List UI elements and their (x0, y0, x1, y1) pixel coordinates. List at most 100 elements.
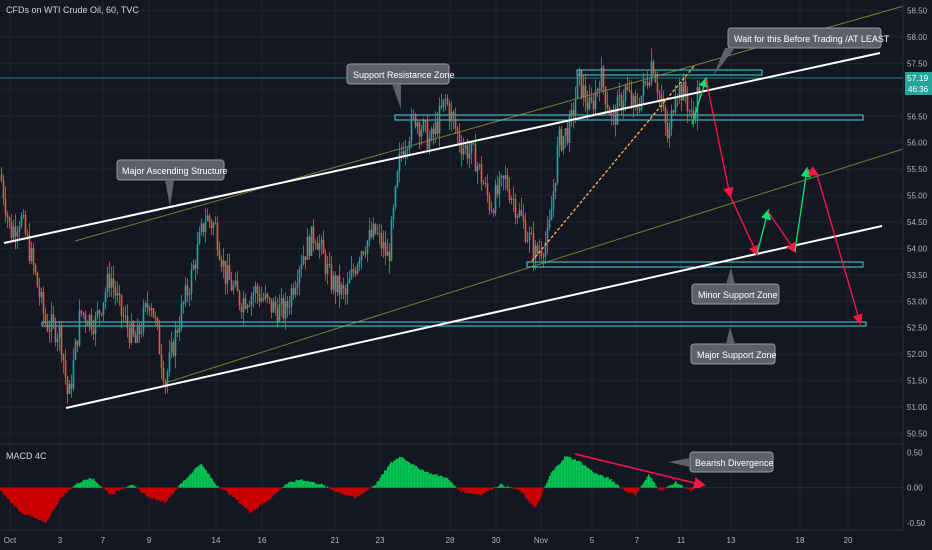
macd-bar (99, 485, 101, 488)
macd-bar (274, 487, 276, 495)
macd-bar (354, 487, 356, 498)
candle-body (458, 132, 461, 146)
candle-body (264, 293, 267, 300)
candle-body (68, 383, 71, 394)
candle-body (546, 227, 549, 243)
candle-body (388, 251, 391, 261)
macd-bar (160, 487, 162, 502)
candle-body (302, 256, 305, 265)
macd-bar (7, 487, 9, 499)
macd-bar (576, 461, 578, 488)
fib-line[interactable] (531, 64, 696, 262)
macd-bar (238, 487, 240, 504)
macd-bar (232, 487, 234, 498)
macd-bar (114, 487, 116, 494)
macd-bar (231, 487, 233, 495)
candle-body (394, 186, 397, 208)
bearish-divergence-line[interactable] (574, 453, 706, 489)
candle-body (496, 185, 499, 195)
macd-bar (154, 487, 156, 499)
macd-bar (315, 483, 317, 488)
candle-body (552, 191, 555, 210)
candle-body (238, 291, 241, 307)
macd-bar (201, 463, 203, 488)
macd-bar (466, 487, 468, 493)
candle-body (320, 239, 323, 244)
candle-body (274, 301, 277, 309)
macd-bar (508, 487, 510, 488)
candle-body (646, 82, 649, 86)
macd-bar (589, 469, 591, 488)
macd-bar (208, 474, 210, 488)
candle-body (522, 215, 525, 221)
callout-major-ascending[interactable]: Major Ascending Structure (116, 159, 228, 207)
callout-support-resistance[interactable]: Support Resistance Zone (346, 63, 455, 109)
major-support-label: Major Support Zone (697, 350, 777, 360)
candle-body (462, 148, 465, 155)
macd-bar (628, 487, 630, 494)
callout-wait-for-this[interactable]: Wait for this Before Trading /AT LEAST (713, 27, 890, 76)
time-tick-label: 7 (101, 536, 106, 545)
macd-bar (234, 487, 236, 498)
macd-bar (25, 487, 27, 516)
candle-body (272, 301, 275, 313)
macd-bar (375, 484, 377, 488)
candle-body (596, 88, 599, 92)
macd-tick-label: 0.00 (907, 484, 923, 493)
candle-body (682, 81, 685, 101)
macd-bar (553, 469, 555, 488)
candle-body (152, 308, 155, 318)
macd-bar (9, 487, 11, 501)
candle-body (644, 81, 647, 83)
candle-body (200, 223, 203, 233)
candle-body (694, 116, 697, 119)
macd-bar (654, 482, 656, 488)
macd-bar (42, 487, 44, 522)
macd-bar (91, 479, 93, 488)
candle-body (32, 248, 35, 265)
candle-body (156, 317, 159, 325)
macd-bar (276, 487, 278, 493)
candle-body (470, 142, 473, 154)
candle-body (294, 287, 297, 295)
macd-bar (577, 460, 579, 488)
macd-bar (162, 487, 164, 501)
support-resistance-zone[interactable] (394, 114, 864, 121)
macd-bar (636, 487, 638, 494)
macd-bar (538, 487, 540, 501)
major-ascending-trendline[interactable] (3, 52, 881, 244)
candle-body (520, 210, 523, 216)
macd-bar (214, 483, 216, 488)
candle-body (206, 215, 209, 221)
time-axis[interactable]: Oct 3 7 9 14 16 21 23 28 30 Nov 5 7 11 13 18 20 (4, 536, 853, 545)
candle-body (312, 226, 315, 244)
candle-body (506, 174, 509, 189)
macd-bar (361, 487, 363, 494)
candle-body (582, 85, 585, 98)
lower-ascending-trendline[interactable] (65, 225, 883, 409)
candle-body (374, 223, 377, 234)
macd-bar (51, 487, 53, 513)
candle-body (296, 282, 299, 288)
macd-bar (484, 487, 486, 493)
macd-bar (282, 487, 284, 488)
candle-body (270, 298, 273, 313)
callout-minor-support[interactable]: Minor Support Zone (691, 268, 780, 305)
macd-bar (94, 481, 96, 488)
callout-bearish-divergence[interactable]: Bearish Divergence (668, 451, 774, 473)
macd-bar (303, 480, 305, 488)
wait-for-this-label: Wait for this Before Trading /AT LEAST (734, 34, 890, 44)
macd-bar (283, 485, 285, 488)
time-tick-label: 23 (376, 536, 385, 545)
macd-bar (144, 487, 146, 494)
macd-bar (618, 485, 620, 488)
callout-major-support[interactable]: Major Support Zone (690, 327, 777, 365)
upper-resistance-zone[interactable] (576, 69, 763, 76)
macd-bar (148, 487, 150, 497)
price-axis[interactable]: 58.5058.0057.5057.0056.5056.0055.5055.00… (907, 7, 928, 439)
candle-body (118, 293, 121, 296)
macd-bar (438, 476, 440, 488)
price-tick-label: 54.50 (907, 218, 928, 227)
macd-axis[interactable]: 0.50 0.00 -0.50 (907, 448, 926, 527)
candle-body (76, 340, 79, 346)
